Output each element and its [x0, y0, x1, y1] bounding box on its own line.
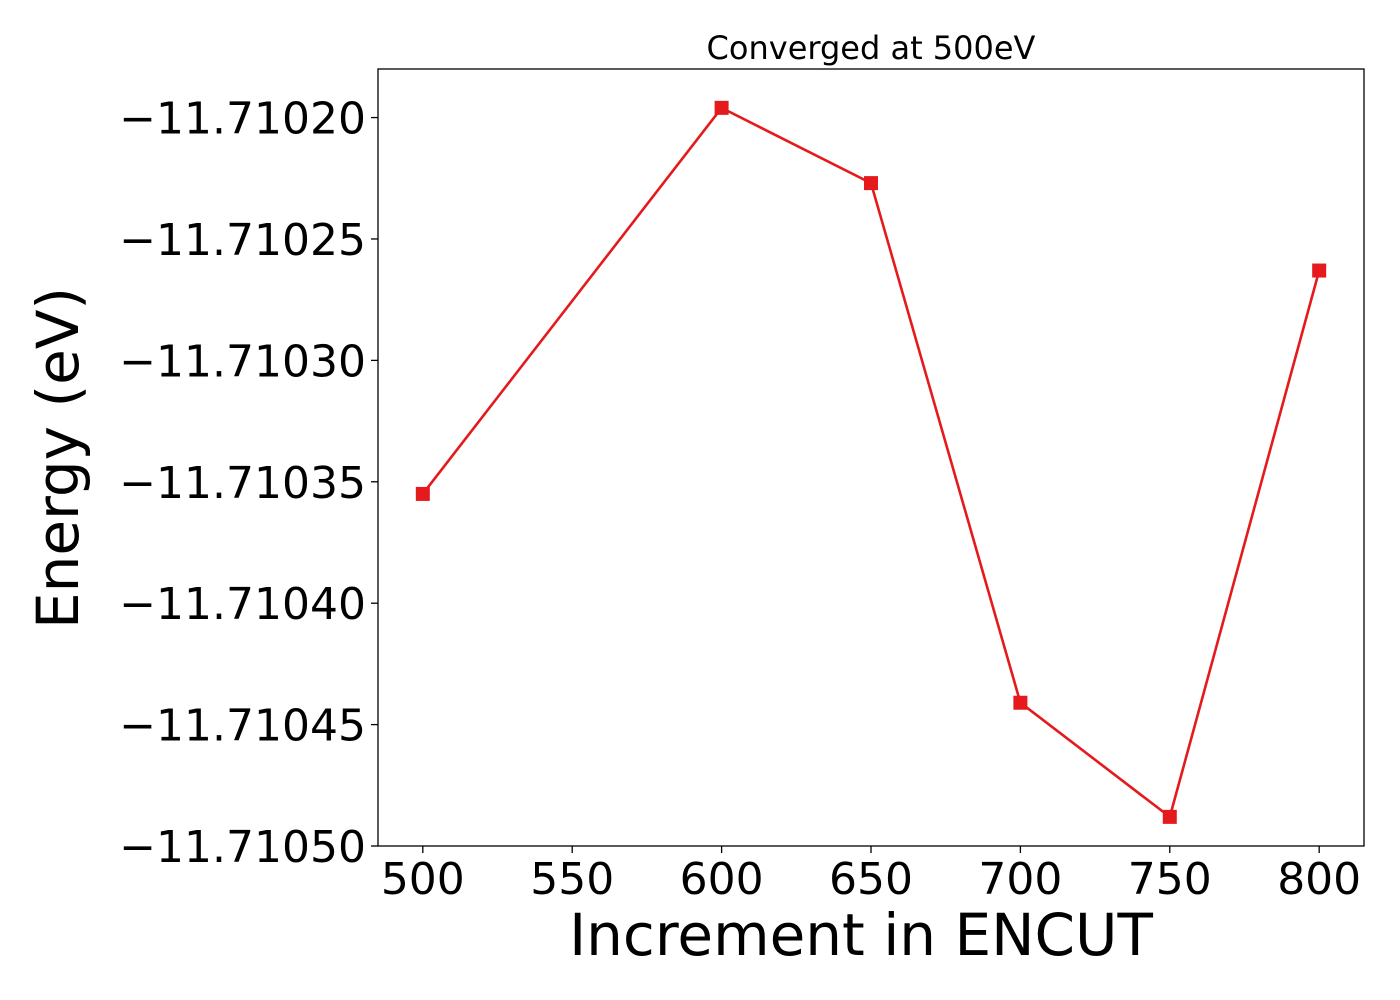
data-point-marker	[1162, 809, 1177, 824]
x-axis-title: Increment in ENCUT	[569, 901, 1153, 969]
data-point-marker	[415, 486, 430, 501]
y-tick-label: −11.71040	[119, 579, 366, 630]
x-tick-label: 750	[1128, 854, 1212, 905]
y-tick-label: −11.71035	[119, 458, 366, 509]
x-tick-label: 550	[530, 854, 614, 905]
y-tick-label: −11.71045	[119, 701, 366, 752]
series-line	[421, 106, 1321, 819]
plot-area: 500 550 600 650 700 750 800 −11.71020 −11.71025 −…	[119, 68, 1365, 905]
x-tick-label: 700	[978, 854, 1062, 905]
y-tick-label: −11.71020	[119, 94, 366, 145]
x-tick-label: 500	[381, 854, 465, 905]
data-point-marker	[1312, 263, 1327, 278]
data-point-marker	[714, 100, 729, 115]
x-tick-label: 800	[1277, 854, 1361, 905]
y-axis-title: Energy (eV)	[24, 287, 92, 629]
x-tick-label: 600	[680, 854, 764, 905]
y-tick-label: −11.71050	[119, 822, 366, 873]
data-point-marker	[864, 176, 878, 191]
y-tick-label: −11.71030	[119, 336, 366, 387]
y-tick-label: −11.71025	[119, 215, 366, 266]
data-point-marker	[1013, 695, 1028, 710]
chart-title: Converged at 500eV	[707, 29, 1036, 67]
x-tick-label: 650	[829, 854, 913, 905]
